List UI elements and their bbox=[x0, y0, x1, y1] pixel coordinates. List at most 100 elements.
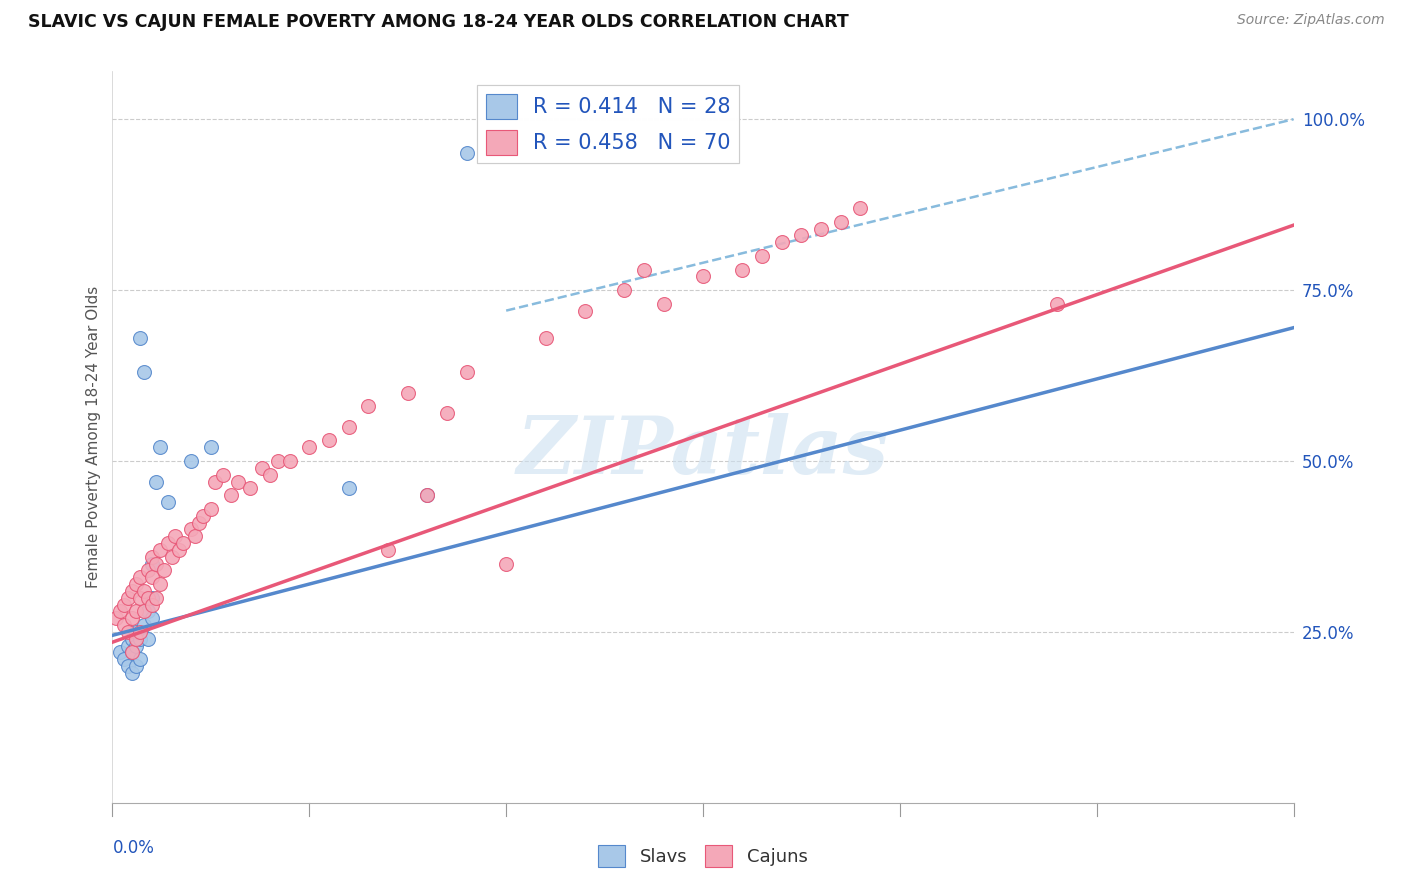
Point bbox=[830, 215, 852, 229]
Point bbox=[191, 508, 214, 523]
Text: 0.0%: 0.0% bbox=[112, 839, 155, 857]
Point bbox=[129, 652, 152, 666]
Point bbox=[145, 475, 167, 489]
Point bbox=[228, 475, 250, 489]
Point bbox=[534, 331, 557, 345]
Point bbox=[152, 563, 174, 577]
Point bbox=[110, 645, 132, 659]
Point bbox=[239, 481, 262, 495]
Point bbox=[692, 269, 714, 284]
Point bbox=[112, 618, 135, 632]
Point bbox=[141, 570, 163, 584]
Point bbox=[141, 549, 163, 564]
Point bbox=[267, 454, 290, 468]
Point bbox=[110, 604, 132, 618]
Point bbox=[200, 501, 222, 516]
Point bbox=[149, 577, 172, 591]
Point bbox=[180, 454, 202, 468]
Point bbox=[337, 420, 360, 434]
Text: SLAVIC VS CAJUN FEMALE POVERTY AMONG 18-24 YEAR OLDS CORRELATION CHART: SLAVIC VS CAJUN FEMALE POVERTY AMONG 18-… bbox=[28, 13, 849, 31]
Text: ZIPatlas: ZIPatlas bbox=[517, 413, 889, 491]
Point bbox=[416, 488, 439, 502]
Point bbox=[136, 632, 159, 646]
Point bbox=[259, 467, 281, 482]
Y-axis label: Female Poverty Among 18-24 Year Olds: Female Poverty Among 18-24 Year Olds bbox=[86, 286, 101, 588]
Point bbox=[121, 665, 143, 680]
Point bbox=[790, 228, 813, 243]
Point bbox=[121, 611, 143, 625]
Point bbox=[172, 536, 194, 550]
Point bbox=[357, 400, 380, 414]
Point bbox=[129, 570, 152, 584]
Point bbox=[145, 591, 167, 605]
Point bbox=[129, 331, 152, 345]
Point bbox=[751, 249, 773, 263]
Point bbox=[165, 529, 187, 543]
Point bbox=[125, 577, 148, 591]
Point bbox=[278, 454, 301, 468]
Text: Source: ZipAtlas.com: Source: ZipAtlas.com bbox=[1237, 13, 1385, 28]
Point bbox=[1046, 297, 1069, 311]
Point bbox=[731, 262, 754, 277]
Point bbox=[149, 440, 172, 454]
Point bbox=[141, 611, 163, 625]
Point bbox=[633, 262, 655, 277]
Point bbox=[377, 542, 399, 557]
Point bbox=[125, 632, 148, 646]
Point bbox=[849, 201, 872, 215]
Point bbox=[188, 516, 211, 530]
Point bbox=[129, 632, 152, 646]
Point bbox=[117, 591, 139, 605]
Point bbox=[396, 385, 419, 400]
Legend: Slavs, Cajuns: Slavs, Cajuns bbox=[591, 838, 815, 874]
Point bbox=[117, 659, 139, 673]
Point bbox=[298, 440, 321, 454]
Point bbox=[416, 488, 439, 502]
Point bbox=[132, 618, 155, 632]
Point bbox=[121, 645, 143, 659]
Point bbox=[125, 659, 148, 673]
Point bbox=[141, 598, 163, 612]
Point bbox=[200, 440, 222, 454]
Point bbox=[136, 591, 159, 605]
Point bbox=[495, 557, 517, 571]
Point bbox=[125, 639, 148, 653]
Point bbox=[141, 591, 163, 605]
Point bbox=[105, 611, 128, 625]
Point bbox=[574, 303, 596, 318]
Point bbox=[318, 434, 340, 448]
Point bbox=[136, 563, 159, 577]
Point bbox=[145, 557, 167, 571]
Point bbox=[156, 495, 179, 509]
Point bbox=[456, 365, 478, 379]
Point bbox=[121, 645, 143, 659]
Point bbox=[149, 542, 172, 557]
Point bbox=[250, 460, 273, 475]
Point bbox=[112, 652, 135, 666]
Point bbox=[810, 221, 832, 235]
Point bbox=[337, 481, 360, 495]
Point bbox=[219, 488, 242, 502]
Point bbox=[652, 297, 675, 311]
Point bbox=[141, 557, 163, 571]
Point bbox=[117, 639, 139, 653]
Point bbox=[169, 542, 191, 557]
Point bbox=[184, 529, 207, 543]
Point bbox=[132, 365, 155, 379]
Point bbox=[129, 624, 152, 639]
Point bbox=[613, 283, 636, 297]
Point bbox=[121, 583, 143, 598]
Point bbox=[129, 591, 152, 605]
Point bbox=[132, 583, 155, 598]
Point bbox=[436, 406, 458, 420]
Point bbox=[136, 604, 159, 618]
Point bbox=[456, 146, 478, 161]
Legend: R = 0.414   N = 28, R = 0.458   N = 70: R = 0.414 N = 28, R = 0.458 N = 70 bbox=[477, 86, 740, 163]
Point bbox=[211, 467, 233, 482]
Point bbox=[160, 549, 183, 564]
Point bbox=[117, 624, 139, 639]
Point bbox=[204, 475, 226, 489]
Point bbox=[112, 598, 135, 612]
Point bbox=[180, 522, 202, 536]
Point bbox=[125, 624, 148, 639]
